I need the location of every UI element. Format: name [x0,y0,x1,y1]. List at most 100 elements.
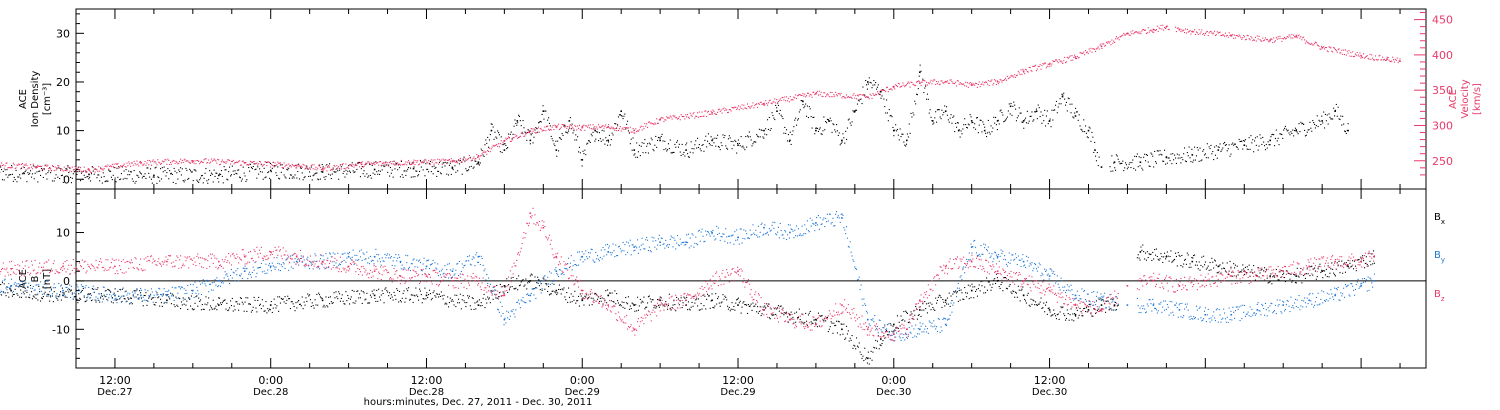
ion-density-point [26,181,28,183]
b-bx-point [294,310,296,312]
b-bx-point [680,297,682,299]
velocity-point [709,113,711,115]
ion-density-point [351,162,353,164]
velocity-point [194,160,196,162]
b-bx-point [704,295,706,297]
velocity-point [192,160,194,162]
velocity-point [424,158,426,160]
b-bx-point [1228,270,1230,272]
ion-density-point [216,172,218,174]
velocity-point [1080,52,1082,54]
ion-density-point [605,137,607,139]
velocity-point [671,118,673,120]
b-bx-point [862,355,864,357]
b-bx-point [409,298,411,300]
ion-density-point [826,122,828,124]
ion-density-point [940,118,942,120]
ion-density-point [880,97,882,99]
velocity-point [1359,52,1361,54]
velocity-point [1288,34,1290,36]
velocity-point [230,160,232,162]
ion-density-point [1156,150,1158,152]
velocity-point [942,82,944,84]
ion-density-point [1157,150,1159,152]
b-bx-point [1295,282,1297,284]
ion-density-point [1321,120,1323,122]
velocity-point [246,164,248,166]
b-bx-point [1179,255,1181,257]
b-bx-point [39,291,41,293]
ion-density-point [133,170,135,172]
b-bx-point [730,308,732,310]
velocity-point [1020,69,1022,71]
b-bx-point [327,306,329,308]
velocity-point [646,123,648,125]
ion-density-point [612,134,614,136]
velocity-point [233,163,235,165]
velocity-point [702,115,704,117]
ion-density-point [207,182,209,184]
b-bx-point [729,310,731,312]
velocity-point [1246,34,1248,36]
b-bx-point [15,285,17,287]
velocity-point [1315,42,1317,44]
ion-density-point [570,128,572,130]
velocity-point [68,166,70,168]
b-bx-point [647,302,649,304]
b-bx-point [252,306,254,308]
velocity-point [372,163,374,165]
velocity-point [698,111,700,113]
velocity-point [389,162,391,164]
velocity-point [541,130,543,132]
b-bx-point [296,307,298,309]
ion-density-point [1069,103,1071,105]
velocity-point [1006,75,1008,77]
ion-density-point [816,127,818,129]
b-bx-point [894,329,896,331]
velocity-point [1220,34,1222,36]
velocity-point [405,161,407,163]
ion-density-point [166,172,168,174]
ion-density-point [1006,116,1008,118]
b-bx-point [1096,309,1098,311]
ion-density-point [862,86,864,88]
velocity-point [868,98,870,100]
velocity-point [674,115,676,117]
ion-density-point [222,182,224,184]
b-bx-point [588,304,590,306]
ion-density-point [58,167,60,169]
ion-density-point [1068,98,1070,100]
ion-density-point [168,178,170,180]
left-tick-label: 0 [63,173,70,186]
b-bx-point [560,293,562,295]
ion-density-point [463,156,465,158]
b-bx-point [218,304,220,306]
velocity-point [395,162,397,164]
b-bx-point [557,292,559,294]
b-bx-point [1204,264,1206,266]
b-bx-point [140,292,142,294]
velocity-point [584,129,586,131]
ion-density-point [598,132,600,134]
velocity-point [742,108,744,110]
b-bx-point [538,279,540,281]
b-bx-point [1141,249,1143,251]
b-bx-point [228,309,230,311]
ion-density-point [1287,129,1289,131]
b-by-point [789,231,791,234]
velocity-point [34,166,36,168]
ion-density-point [174,170,176,172]
b-bx-point [637,309,639,311]
b-bx-point [150,298,152,300]
left-tick-label: 10 [56,125,70,138]
b-bx-point [738,302,740,304]
velocity-point [211,160,213,162]
velocity-point [599,127,601,129]
ion-density-point [1094,141,1096,143]
velocity-point [903,84,905,86]
velocity-point [983,84,985,86]
b-bx-point [724,295,726,297]
b-bx-point [1025,300,1027,302]
velocity-point [1317,44,1319,46]
b-bx-point [570,293,572,295]
